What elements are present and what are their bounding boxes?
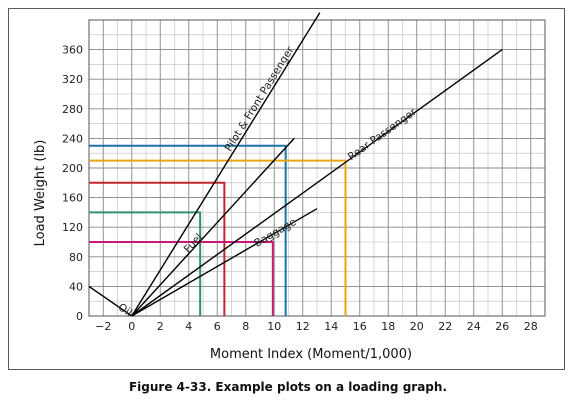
series-lines xyxy=(88,12,503,317)
x-tick-label: −2 xyxy=(95,320,111,333)
x-tick-label: 2 xyxy=(157,320,164,333)
x-tick-label: 12 xyxy=(296,320,310,333)
x-tick-label: 8 xyxy=(242,320,249,333)
example-plot-line xyxy=(89,241,274,316)
y-tick-labels: 0 40 80 120 160 200 240 280 320 360 xyxy=(62,44,83,323)
x-tick-label: 28 xyxy=(524,320,538,333)
x-tick-label: 24 xyxy=(467,320,481,333)
series-line xyxy=(88,285,133,317)
axes xyxy=(88,19,546,317)
y-tick-label: 0 xyxy=(76,310,83,323)
example-plot-line xyxy=(89,211,202,316)
series-label: Baggage xyxy=(252,216,298,250)
x-tick-label: 4 xyxy=(185,320,192,333)
y-tick-label: 360 xyxy=(62,44,83,57)
x-tick-label: 16 xyxy=(353,320,367,333)
x-axis-label: Moment Index (Moment/1,000) xyxy=(210,347,412,362)
x-tick-label: 0 xyxy=(128,320,135,333)
figure-caption: Figure 4-33. Example plots on a loading … xyxy=(128,380,447,394)
example-plot-line xyxy=(89,181,226,316)
y-tick-label: 40 xyxy=(69,280,83,293)
example-plot-line xyxy=(89,159,347,316)
x-tick-label: 18 xyxy=(381,320,395,333)
y-tick-label: 80 xyxy=(69,251,83,264)
series-line xyxy=(131,12,321,317)
y-tick-label: 320 xyxy=(62,73,83,86)
x-tick-label: 14 xyxy=(324,320,338,333)
y-tick-label: 280 xyxy=(62,103,83,116)
series-line xyxy=(131,208,318,317)
x-tick-label: 22 xyxy=(438,320,452,333)
x-tick-label: 10 xyxy=(267,320,281,333)
x-tick-labels: −2 0 2 4 6 8 10 12 14 16 18 20 22 24 26 28 xyxy=(95,320,538,333)
series-label: Rear Passenger xyxy=(346,106,419,164)
y-tick-label: 160 xyxy=(62,192,83,205)
y-tick-label: 120 xyxy=(62,221,83,234)
series-line xyxy=(131,49,503,317)
plot-area-border xyxy=(88,19,546,317)
example-plots xyxy=(89,144,347,316)
example-plot-line xyxy=(89,144,287,316)
x-tick-label: 20 xyxy=(410,320,424,333)
y-axis-label: Load Weight (lb) xyxy=(33,140,48,247)
x-tick-label: 26 xyxy=(495,320,509,333)
series-line xyxy=(131,137,295,317)
x-tick-label: 6 xyxy=(214,320,221,333)
y-tick-label: 200 xyxy=(62,162,83,175)
y-tick-label: 240 xyxy=(62,132,83,145)
series-label: Fuel xyxy=(182,231,205,255)
